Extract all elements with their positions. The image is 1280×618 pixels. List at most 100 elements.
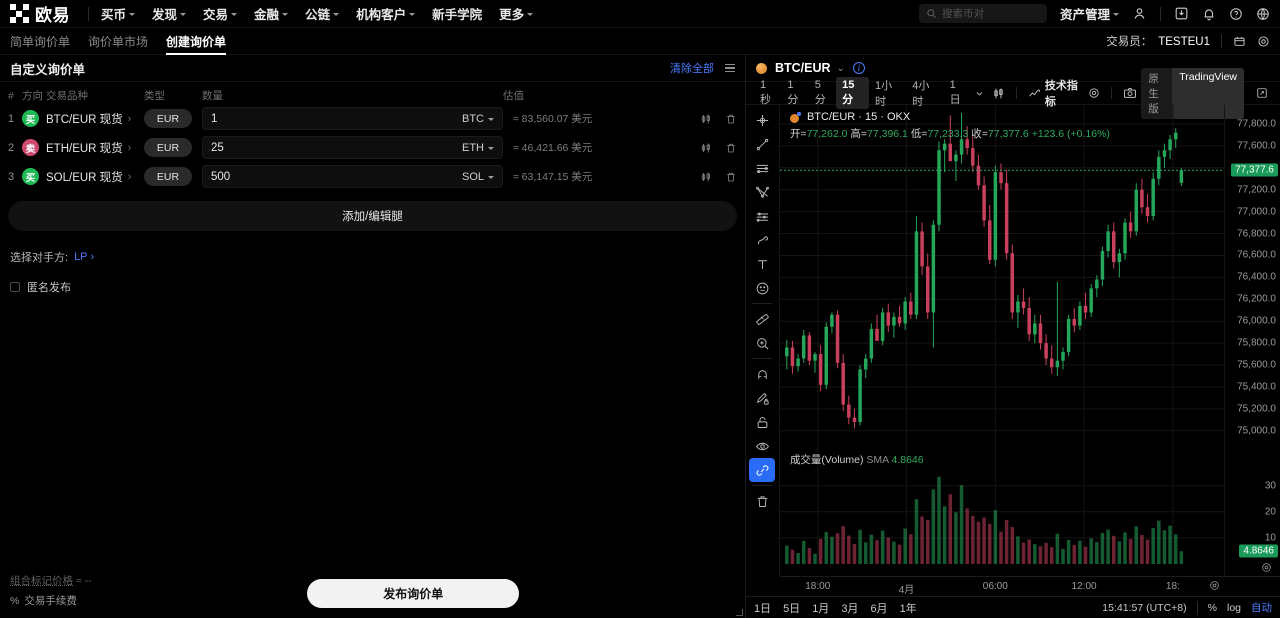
okx-logo[interactable]: 欧易 [10, 1, 70, 26]
text-icon[interactable] [749, 252, 775, 276]
percent-scale-button[interactable]: % [1207, 601, 1217, 614]
fib-pattern-icon[interactable] [749, 180, 775, 204]
trend-line-icon[interactable] [749, 132, 775, 156]
range-1d[interactable]: 1日 [753, 602, 772, 615]
chart-type-icon[interactable] [988, 87, 1009, 100]
nav-item-finance[interactable]: 金融 [254, 4, 289, 23]
ruler-icon[interactable] [749, 307, 775, 331]
quantity-currency-selector[interactable]: BTC [462, 113, 494, 125]
counterparty-selector[interactable]: LP › [74, 251, 94, 263]
nav-item-institutional[interactable]: 机构客户 [356, 4, 416, 23]
leg-type-pill[interactable]: EUR [144, 167, 192, 186]
link-icon[interactable] [749, 458, 776, 482]
leg-side[interactable]: 买 [22, 110, 46, 127]
tab-rfq-market[interactable]: 询价单市场 [88, 28, 148, 55]
language-button[interactable] [1256, 7, 1270, 21]
add-edit-leg-button[interactable]: 添加/编辑腿 [8, 201, 737, 231]
search-input[interactable]: 搜索币对 [918, 4, 1047, 23]
volume-axis-tick: 30 [1264, 480, 1276, 492]
range-1y[interactable]: 1年 [899, 602, 917, 615]
trash-icon[interactable] [749, 489, 775, 513]
chart-price-axis[interactable]: 77,800.077,600.077,400.077,200.077,000.0… [1224, 105, 1280, 576]
quantity-input[interactable]: 500 SOL [202, 165, 503, 188]
zoom-in-icon[interactable] [749, 331, 775, 355]
nav-item-chain[interactable]: 公链 [305, 4, 340, 23]
leg-instrument-selector[interactable]: SOL/EUR 现货 › [46, 169, 144, 185]
candle-chart-icon[interactable] [700, 113, 712, 125]
eye-icon[interactable] [749, 434, 775, 458]
anonymous-checkbox[interactable] [10, 282, 20, 292]
delete-leg-icon[interactable] [725, 142, 737, 154]
candle-chart-icon[interactable] [700, 171, 712, 183]
log-scale-button[interactable]: log [1226, 601, 1241, 614]
delete-leg-icon[interactable] [725, 113, 737, 125]
parallel-channel-icon[interactable] [749, 204, 775, 228]
leg-instrument-selector[interactable]: ETH/EUR 现货 › [46, 140, 144, 156]
user-profile-button[interactable] [1132, 6, 1147, 21]
chart-settings-icon[interactable] [1084, 87, 1104, 99]
clear-all-button[interactable]: 清除全部 [670, 63, 714, 75]
tab-create-rfq[interactable]: 创建询价单 [166, 28, 227, 55]
leg-instrument-selector[interactable]: BTC/EUR 现货 › [46, 111, 144, 127]
assets-management-menu[interactable]: 资产管理 [1060, 4, 1119, 23]
quantity-input[interactable]: 25 ETH [202, 136, 503, 159]
quantity-currency-selector[interactable]: ETH [462, 142, 494, 154]
layout-toggle-button[interactable] [1233, 35, 1246, 48]
timeframe-5m[interactable]: 5分 [814, 79, 826, 106]
timeframe-15m[interactable]: 15分 [836, 77, 870, 109]
nav-item-buy-crypto[interactable]: 买币 [101, 4, 136, 23]
timeframe-1s[interactable]: 1秒 [759, 79, 771, 106]
timeframe-4h[interactable]: 4小时 [912, 80, 930, 108]
range-6m[interactable]: 6月 [870, 602, 888, 615]
range-5d[interactable]: 5日 [783, 602, 801, 615]
notifications-button[interactable] [1202, 7, 1216, 21]
leg-type-pill[interactable]: EUR [144, 109, 192, 128]
quantity-input[interactable]: 1 BTC [202, 107, 503, 130]
auto-scale-button[interactable]: 自动 [1251, 602, 1272, 614]
time-axis-settings-icon[interactable] [1209, 580, 1220, 591]
info-icon[interactable]: i [852, 62, 865, 74]
nav-item-trade[interactable]: 交易 [203, 4, 238, 23]
chevron-down-icon[interactable]: ⌄ [836, 62, 845, 74]
settings-button[interactable] [1257, 35, 1270, 48]
download-app-button[interactable] [1174, 6, 1189, 21]
snapshot-icon[interactable] [1119, 87, 1141, 99]
nav-item-more[interactable]: 更多 [499, 4, 534, 23]
menu-icon[interactable] [725, 63, 735, 73]
rfq-footer-info: 组合标记价格 ≈ -- % 交易手续费 [10, 573, 92, 608]
candle-chart-icon[interactable] [700, 142, 712, 154]
timeframe-more-chevron-icon[interactable] [971, 89, 988, 98]
chart-time-axis[interactable]: 18:00 4月 06:00 12:00 18: [779, 576, 1224, 596]
lock-icon[interactable] [749, 410, 775, 434]
chart-plot-area[interactable]: BTC/EUR · 15 · OKX 开=77,262.0 高=77,396.1… [779, 105, 1224, 576]
crosshair-icon[interactable] [749, 108, 775, 132]
timeframe-1h[interactable]: 1小时 [875, 80, 893, 108]
fullscreen-icon[interactable] [1252, 87, 1272, 99]
timeframe-1m[interactable]: 1分 [787, 79, 799, 106]
indicator-icon[interactable] [1024, 87, 1045, 100]
magnet-icon[interactable] [749, 362, 775, 386]
axis-settings-icon[interactable] [1261, 562, 1272, 573]
panel-resize-handle[interactable] [736, 609, 743, 616]
horizontal-lines-icon[interactable] [749, 156, 775, 180]
publish-rfq-button[interactable]: 发布询价单 [307, 579, 520, 608]
nav-item-discover[interactable]: 发现 [152, 4, 187, 23]
delete-leg-icon[interactable] [725, 171, 737, 183]
leg-side[interactable]: 买 [22, 168, 46, 185]
pencil-lock-icon[interactable] [749, 386, 775, 410]
emoji-icon[interactable] [749, 276, 775, 300]
leg-type-pill[interactable]: EUR [144, 138, 192, 157]
brush-icon[interactable] [749, 228, 775, 252]
view-native-button[interactable]: 原生版 [1148, 72, 1159, 115]
nav-item-academy[interactable]: 新手学院 [432, 4, 482, 23]
technical-indicators-button[interactable]: 技术指标 [1044, 80, 1078, 108]
help-button[interactable] [1229, 7, 1243, 21]
range-3m[interactable]: 3月 [841, 602, 859, 615]
tab-simple-rfq[interactable]: 简单询价单 [10, 28, 70, 55]
timeframe-1d[interactable]: 1日 [949, 79, 961, 106]
panel-divider[interactable] [745, 55, 746, 618]
range-1m[interactable]: 1月 [812, 602, 830, 615]
leg-side[interactable]: 卖 [22, 139, 46, 156]
view-tradingview-button[interactable]: TradingView [1172, 67, 1244, 119]
quantity-currency-selector[interactable]: SOL [462, 171, 494, 183]
